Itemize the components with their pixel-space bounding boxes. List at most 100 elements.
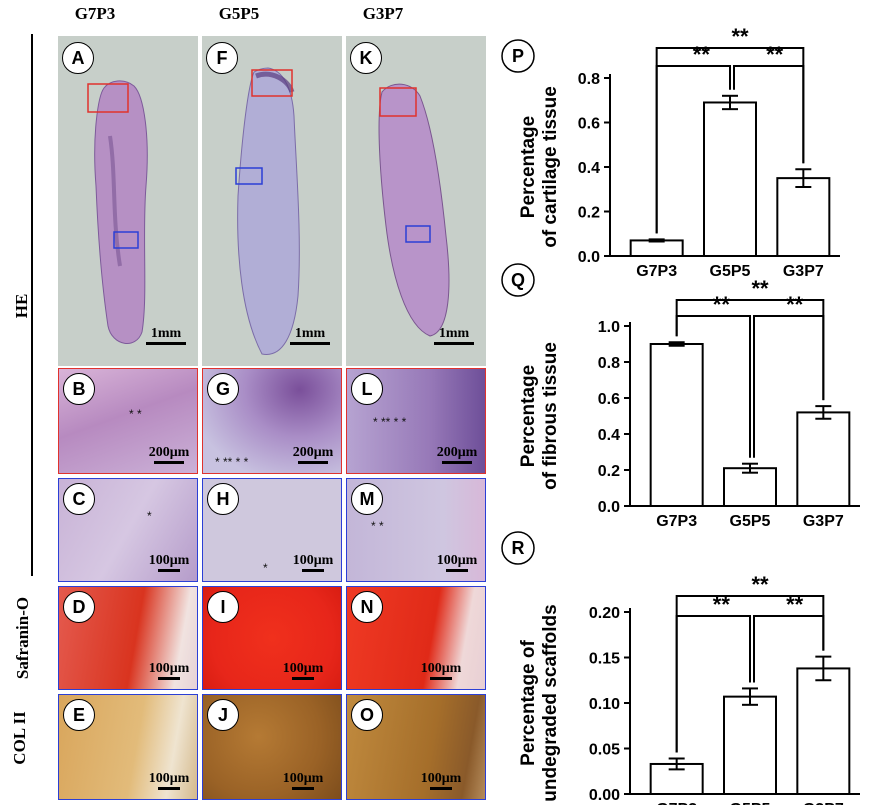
marker-star: * ** * * bbox=[215, 455, 249, 469]
y-tick-label: 0.6 bbox=[578, 116, 600, 133]
panel-letter-q: Q bbox=[511, 270, 525, 290]
tissue-section-f bbox=[235, 67, 300, 355]
significance-bracket bbox=[733, 65, 805, 164]
y-tick-label: 0.0 bbox=[598, 499, 620, 516]
panel-letter-k: K bbox=[350, 42, 382, 74]
scale-bar-b: 200μm bbox=[141, 445, 197, 464]
x-tick-label: G7P3 bbox=[636, 263, 677, 280]
panel-badge-q bbox=[501, 263, 535, 297]
scale-bar-o: 100μm bbox=[413, 771, 469, 790]
scale-bar-l: 200μm bbox=[429, 445, 485, 464]
row-label-he: HE bbox=[12, 293, 31, 319]
bar-g5p5 bbox=[723, 467, 777, 508]
y-tick-label: 0.05 bbox=[589, 742, 620, 759]
scale-bar-f: 1mm bbox=[282, 326, 338, 345]
panel-l-he-cartilage: L * ** * * 200μm bbox=[346, 368, 486, 474]
significance-label: ** bbox=[713, 292, 731, 317]
bar-g3p7 bbox=[796, 667, 851, 795]
panel-e-col2: E 100μm bbox=[58, 694, 198, 800]
panel-letter-l: L bbox=[351, 373, 383, 405]
marker-star: * * bbox=[129, 407, 142, 421]
y-tick-label: 0.2 bbox=[598, 463, 620, 480]
panel-letter-o: O bbox=[351, 699, 383, 731]
significance-label: ** bbox=[731, 24, 749, 49]
marker-star: * * bbox=[371, 519, 384, 533]
scale-bar-d: 100μm bbox=[141, 661, 197, 680]
scale-bar-m: 100μm bbox=[429, 553, 485, 572]
bar-g7p3 bbox=[629, 239, 684, 258]
y-tick-label: 0.4 bbox=[578, 160, 600, 177]
scale-bar-h: 100μm bbox=[285, 553, 341, 572]
y-axis-label-line: of fibrous tissue bbox=[540, 342, 561, 490]
scale-bar-e: 100μm bbox=[141, 771, 197, 790]
panel-letter-h: H bbox=[207, 483, 239, 515]
significance-bracket bbox=[675, 615, 751, 753]
x-tick-label: G3P7 bbox=[783, 263, 824, 280]
column-header-g3p7: G3P7 bbox=[362, 4, 404, 23]
he-row-divider bbox=[31, 34, 33, 576]
x-tick-label: G5P5 bbox=[730, 801, 771, 805]
marker-star: * bbox=[147, 509, 152, 523]
panel-b-he-cartilage: B * * 200μm bbox=[58, 368, 198, 474]
y-tick-label: 0.2 bbox=[578, 205, 600, 222]
y-axis-label-line: Percentage of bbox=[518, 640, 539, 766]
x-tick-label: G5P5 bbox=[710, 263, 751, 280]
significance-bracket bbox=[655, 65, 731, 234]
y-axis-label-line: of cartilage tissue bbox=[540, 86, 561, 248]
tissue-section-k bbox=[378, 83, 450, 337]
y-tick-label: 0.20 bbox=[589, 605, 620, 622]
column-header-g7p3: G7P3 bbox=[74, 4, 116, 23]
panel-letter-i: I bbox=[207, 591, 239, 623]
significance-label: ** bbox=[766, 42, 784, 67]
panel-j-col2: J 100μm bbox=[202, 694, 342, 800]
panel-m-he-fibrous: M * * 100μm bbox=[346, 478, 486, 582]
y-tick-label: 0.6 bbox=[598, 391, 620, 408]
panel-c-he-fibrous: C * 100μm bbox=[58, 478, 198, 582]
panel-n-safranin: N 100μm bbox=[346, 586, 486, 690]
panel-o-col2: O 100μm bbox=[346, 694, 486, 800]
panel-d-safranin: D 100μm bbox=[58, 586, 198, 690]
significance-label: ** bbox=[713, 592, 731, 617]
panel-letter-m: M bbox=[351, 483, 383, 515]
column-header-g5p5: G5P5 bbox=[218, 4, 260, 23]
x-tick-label: G3P7 bbox=[803, 801, 844, 805]
y-axis-label-line: undegraded scaffolds bbox=[540, 604, 561, 801]
panel-letter-j: J bbox=[207, 699, 239, 731]
scale-bar-g: 200μm bbox=[285, 445, 341, 464]
row-label-safranin: Safranin-O bbox=[13, 596, 32, 680]
panel-letter-g: G bbox=[207, 373, 239, 405]
row-label-col2: COL II bbox=[10, 711, 29, 765]
y-axis-label-line: Percentage bbox=[518, 365, 539, 467]
marker-star: * bbox=[263, 561, 268, 575]
panel-a-he-overview: A 1mm bbox=[58, 36, 198, 366]
panel-badge-r bbox=[501, 531, 535, 565]
panel-letter-a: A bbox=[62, 42, 94, 74]
panel-letter-b: B bbox=[63, 373, 95, 405]
bar-g3p7 bbox=[796, 411, 851, 507]
marker-star: * ** * * bbox=[373, 415, 407, 429]
panel-letter-p: P bbox=[512, 46, 524, 66]
significance-label: ** bbox=[786, 292, 804, 317]
panel-f-he-overview: F 1mm bbox=[202, 36, 342, 366]
bar-charts: P Percentage of cartilage tissue 0.0 0.2 0.4 0… bbox=[501, 24, 860, 805]
scale-bar-c: 100μm bbox=[141, 553, 197, 572]
y-tick-label: 0.15 bbox=[589, 651, 620, 668]
x-tick-label: G5P5 bbox=[730, 513, 771, 530]
y-tick-label: 0.0 bbox=[578, 249, 600, 266]
significance-label: ** bbox=[751, 276, 769, 301]
panel-letter-n: N bbox=[351, 591, 383, 623]
significance-label: ** bbox=[751, 572, 769, 597]
bar-g7p3 bbox=[649, 343, 704, 507]
scale-bar-n: 100μm bbox=[413, 661, 469, 680]
panel-i-safranin: I 100μm bbox=[202, 586, 342, 690]
panel-letter-r: R bbox=[512, 538, 525, 558]
bar-g5p5 bbox=[703, 101, 757, 257]
scale-bar-j: 100μm bbox=[275, 771, 331, 790]
x-tick-label: G3P7 bbox=[803, 513, 844, 530]
panel-letter-c: C bbox=[63, 483, 95, 515]
scale-bar-a: 1mm bbox=[138, 326, 194, 345]
x-tick-label: G7P3 bbox=[656, 513, 697, 530]
significance-bracket bbox=[675, 315, 751, 458]
panel-badge-p bbox=[501, 39, 535, 73]
significance-bracket bbox=[753, 615, 825, 683]
